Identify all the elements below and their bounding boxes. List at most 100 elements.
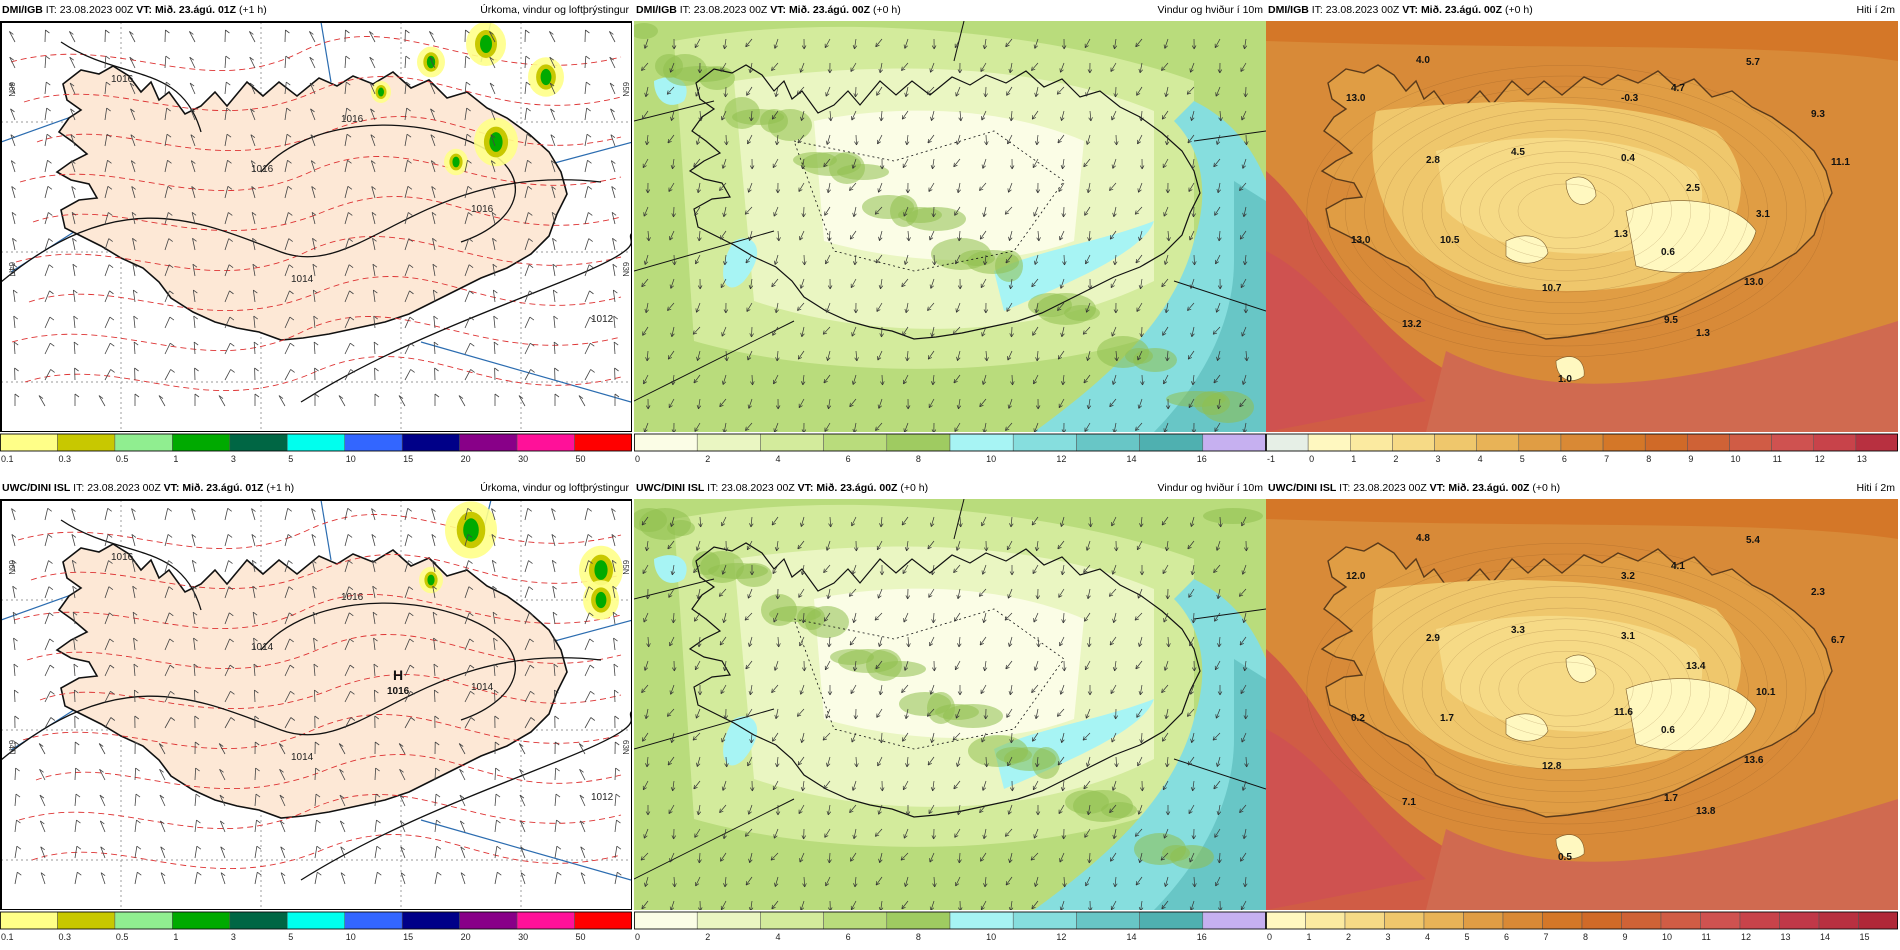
colorbar-label: 4 bbox=[1478, 454, 1483, 464]
map-panel-uwc-wind[interactable]: UWC/DINI ISL IT: 23.08.2023 00Z VT: Mið.… bbox=[634, 478, 1266, 943]
colorbar-swatch bbox=[1012, 911, 1077, 930]
temperature-value: 5.4 bbox=[1746, 535, 1760, 546]
colorbar-label: 0.1 bbox=[1, 454, 14, 464]
colorbar: 0 1 2 3 4 5 6 7 8 9 10 11 12 13 14 15 bbox=[1266, 910, 1898, 943]
map-area[interactable] bbox=[634, 499, 1266, 910]
map-area[interactable]: 4.8 5.4 12.0 3.2 4.1 2.3 2.9 3.3 3.1 6.7 13.4 10.1 0… bbox=[1266, 499, 1898, 910]
colorbar-swatch bbox=[1660, 911, 1701, 930]
temperature-value: 13.0 bbox=[1346, 93, 1366, 104]
it-prefix: IT: bbox=[73, 482, 85, 494]
colorbar-label: 10 bbox=[986, 454, 996, 464]
colorbar-label: 2 bbox=[705, 932, 710, 942]
panel-title: Hiti í 2m bbox=[1856, 482, 1895, 494]
colorbar-swatch bbox=[1202, 911, 1266, 930]
colorbar-swatch bbox=[823, 911, 888, 930]
valid-time: Mið. 23.ágú. 00Z bbox=[816, 482, 898, 494]
temperature-value: 0.6 bbox=[1661, 725, 1675, 736]
latitude-label: 63N bbox=[621, 740, 630, 755]
colorbar-label: 10 bbox=[1730, 454, 1740, 464]
temperature-value: 13.0 bbox=[1351, 235, 1371, 246]
high-pressure-label: H bbox=[393, 667, 403, 683]
model-name: DMI/IGB bbox=[636, 4, 677, 16]
temperature-value: 3.3 bbox=[1511, 625, 1525, 636]
map-area[interactable] bbox=[634, 21, 1266, 432]
colorbar-label: 6 bbox=[1504, 932, 1509, 942]
colorbar-label: 6 bbox=[1562, 454, 1567, 464]
colorbar-swatch bbox=[344, 911, 403, 930]
colorbar-swatch bbox=[1202, 433, 1266, 452]
map-panel-uwc-temp[interactable]: UWC/DINI ISL IT: 23.08.2023 00Z VT: Mið.… bbox=[1266, 478, 1898, 943]
colorbar-swatch bbox=[1729, 433, 1772, 452]
isobar-label: 1016 bbox=[341, 114, 364, 125]
latitude-label: 65N bbox=[621, 560, 630, 575]
map-panel-uwc-precip[interactable]: UWC/DINI ISL IT: 23.08.2023 00Z VT: Mið.… bbox=[0, 478, 632, 943]
colorbar-label: 5 bbox=[1465, 932, 1470, 942]
colorbar-label: 4 bbox=[1425, 932, 1430, 942]
isobar-label: 1012 bbox=[591, 314, 614, 325]
isobar-label: 1016 bbox=[471, 204, 494, 215]
temperature-value: 13.6 bbox=[1744, 755, 1764, 766]
colorbar-label: 1 bbox=[1351, 454, 1356, 464]
temperature-value: 12.0 bbox=[1346, 571, 1366, 582]
colorbar-swatch bbox=[287, 911, 345, 930]
colorbar-label: 0.5 bbox=[116, 932, 129, 942]
map-area[interactable]: 1016 1016 1016 1014 1012 1016 66N 64N 65N 63N bbox=[0, 21, 632, 432]
map-area[interactable]: 1016 1016 1014 1014 1012 1014 H 1016 66N 64N 65N 63… bbox=[0, 499, 632, 910]
temperature-value: 0.2 bbox=[1351, 713, 1365, 724]
colorbar-swatch bbox=[1076, 433, 1140, 452]
temperature-value: 2.3 bbox=[1811, 587, 1825, 598]
colorbar-label: -1 bbox=[1267, 454, 1275, 464]
lead-time: (+0 h) bbox=[1504, 4, 1533, 16]
colorbar-swatch bbox=[1266, 911, 1306, 930]
latitude-label: 64N bbox=[7, 262, 16, 277]
panel-header-left: UWC/DINI ISL IT: 23.08.2023 00Z VT: Mið.… bbox=[636, 478, 928, 499]
colorbar-label: 5 bbox=[1520, 454, 1525, 464]
temperature-value: 12.8 bbox=[1542, 761, 1562, 772]
temperature-value: 0.5 bbox=[1558, 852, 1572, 863]
temperature-value: 13.0 bbox=[1744, 277, 1764, 288]
colorbar-swatch bbox=[760, 433, 824, 452]
init-time: 23.08.2023 00Z bbox=[59, 4, 134, 16]
colorbar-swatch bbox=[1463, 911, 1504, 930]
colorbar-label: 11 bbox=[1773, 454, 1782, 464]
init-time: 23.08.2023 00Z bbox=[87, 482, 161, 494]
colorbar-swatch bbox=[1476, 433, 1520, 452]
colorbar-label: 4 bbox=[775, 932, 780, 942]
colorbar-swatch bbox=[1687, 433, 1730, 452]
panel-title: Úrkoma, vindur og loftþrýstingur bbox=[480, 4, 629, 16]
colorbar-label: 16 bbox=[1197, 454, 1207, 464]
vt-prefix: VT: bbox=[770, 4, 787, 16]
colorbar-swatch bbox=[1305, 911, 1346, 930]
colorbar-label: 9 bbox=[1623, 932, 1628, 942]
colorbar-swatch bbox=[1813, 433, 1857, 452]
temperature-value: 3.1 bbox=[1756, 209, 1770, 220]
isobar-label: 1014 bbox=[471, 682, 494, 693]
colorbar-swatch bbox=[172, 433, 231, 452]
map-panel-dmi-wind[interactable]: DMI/IGB IT: 23.08.2023 00Z VT: Mið. 23.á… bbox=[634, 0, 1266, 465]
colorbar-label: 2 bbox=[1346, 932, 1351, 942]
colorbar-label: 10 bbox=[986, 932, 996, 942]
map-panel-dmi-precip[interactable]: DMI/IGB IT: 23.08.2023 00Z VT: Mið. 23.á… bbox=[0, 0, 632, 465]
colorbar-swatch bbox=[1771, 433, 1814, 452]
colorbar-label: 8 bbox=[916, 454, 921, 464]
latitude-label: 64N bbox=[7, 740, 16, 755]
it-prefix: IT: bbox=[707, 482, 719, 494]
colorbar-swatch bbox=[1350, 433, 1393, 452]
colorbar-swatch bbox=[696, 433, 761, 452]
colorbar-swatch bbox=[57, 433, 116, 452]
colorbar-swatch bbox=[0, 911, 58, 930]
temperature-value: 4.8 bbox=[1416, 533, 1430, 544]
colorbar-label: 5 bbox=[288, 454, 293, 464]
temperature-value: 3.1 bbox=[1621, 631, 1635, 642]
temperature-value: 5.7 bbox=[1746, 57, 1760, 68]
map-area[interactable]: 4.0 5.7 13.0 -0.3 4.7 9.3 2.8 4.5 0.4 11.1 2.5 3.1 1… bbox=[1266, 21, 1898, 432]
colorbar-label: 8 bbox=[1583, 932, 1588, 942]
colorbar-label: 7 bbox=[1544, 932, 1549, 942]
it-prefix: IT: bbox=[1339, 482, 1351, 494]
colorbar-label: 1 bbox=[173, 454, 178, 464]
colorbar-swatch bbox=[634, 911, 698, 930]
colorbar-label: 2 bbox=[1393, 454, 1398, 464]
map-panel-dmi-temp[interactable]: DMI/IGB IT: 23.08.2023 00Z VT: Mið. 23.á… bbox=[1266, 0, 1898, 465]
colorbar-label: 14 bbox=[1127, 454, 1137, 464]
temperature-value: 2.9 bbox=[1426, 633, 1440, 644]
